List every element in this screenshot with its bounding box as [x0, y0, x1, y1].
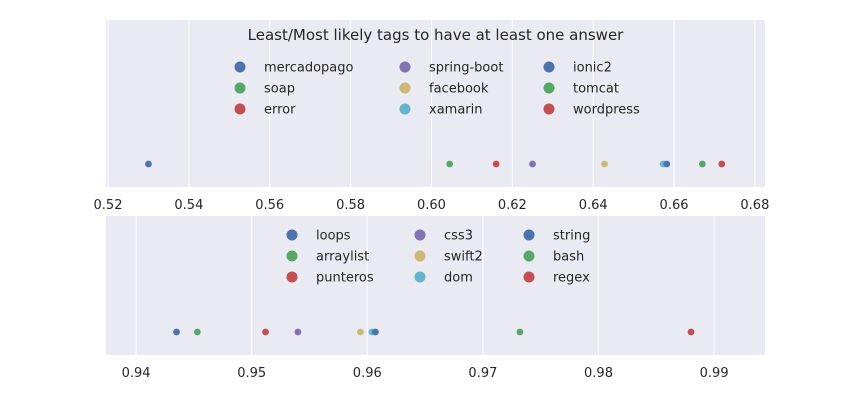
x-tick-label: 0.56 [255, 198, 284, 213]
legend-marker [399, 82, 411, 94]
x-tick-label: 0.95 [237, 366, 266, 381]
legend-label: ionic2 [573, 61, 612, 76]
data-point-punteros [262, 328, 269, 336]
x-tick-label: 0.98 [584, 366, 613, 381]
legend-label: punteros [316, 271, 374, 286]
legend-marker [286, 271, 298, 283]
data-point-ionic2 [663, 160, 671, 168]
data-point-error [492, 160, 500, 168]
legend-label: error [264, 103, 296, 118]
data-point-loops [173, 328, 180, 336]
legend-marker [286, 250, 298, 262]
data-point-tomcat [698, 160, 706, 168]
legend-label: mercadopago [264, 61, 354, 76]
x-tick-label: 0.68 [740, 198, 769, 213]
legend-label: xamarin [429, 103, 483, 118]
legend-marker [286, 229, 298, 241]
legend-label: string [553, 229, 590, 244]
chart-panel-2: 0.94 0.95 0.96 0.97 0.98 0.99 loops arraylist pu… [106, 216, 765, 381]
data-point-swift2 [356, 328, 364, 336]
legend-label: css3 [444, 229, 473, 244]
x-tick-label: 0.64 [579, 198, 608, 213]
data-point-bash [516, 328, 524, 336]
legend-marker [414, 229, 426, 241]
legend-label: arraylist [316, 250, 369, 265]
chart-title: Least/Most likely tags to have at least … [248, 26, 625, 44]
x-tick-label: 0.62 [498, 198, 527, 213]
legend-marker [543, 61, 555, 73]
legend-marker [414, 250, 426, 262]
x-tick-label: 0.52 [94, 198, 123, 213]
legend-label: spring-boot [429, 61, 503, 76]
legend-marker [234, 82, 246, 94]
x-tick-label: 0.58 [336, 198, 365, 213]
legend-marker [414, 271, 426, 283]
legend-marker [399, 61, 411, 73]
data-point-regex [687, 328, 695, 336]
legend-marker [543, 103, 555, 115]
legend-label: loops [316, 229, 351, 244]
legend-label: dom [444, 271, 473, 286]
x-tick-label: 0.94 [122, 366, 151, 381]
legend-label: soap [264, 82, 295, 97]
legend-marker [399, 103, 411, 115]
legend-marker [234, 61, 246, 73]
plot-background [106, 20, 765, 187]
legend-label: tomcat [573, 82, 619, 97]
legend-marker [523, 229, 535, 241]
x-tick-label: 0.66 [660, 198, 689, 213]
x-tick-label: 0.60 [417, 198, 446, 213]
data-point-facebook [601, 160, 608, 168]
legend-label: swift2 [444, 250, 483, 265]
data-point-mercadopago [145, 160, 152, 168]
data-point-css3 [294, 328, 302, 336]
x-tick-label: 0.54 [174, 198, 203, 213]
legend-marker [543, 82, 555, 94]
legend-marker [523, 250, 535, 262]
data-point-soap [446, 160, 454, 168]
x-tick-label: 0.99 [700, 366, 729, 381]
plot-background [106, 216, 765, 355]
legend-label: bash [553, 250, 584, 265]
legend-label: wordpress [573, 103, 640, 118]
x-tick-label: 0.96 [353, 366, 382, 381]
data-point-arraylist [193, 328, 201, 336]
data-point-spring-boot [529, 160, 536, 168]
x-tick-label: 0.97 [468, 366, 497, 381]
chart-panel-1: 0.52 0.54 0.56 0.58 0.60 0.62 0.64 0.66 0.68 Leas… [94, 20, 769, 213]
legend-marker [234, 103, 246, 115]
data-point-string [371, 328, 379, 336]
legend-label: facebook [429, 82, 489, 97]
legend-marker [523, 271, 535, 283]
data-point-wordpress [718, 160, 726, 168]
legend-label: regex [553, 271, 590, 286]
